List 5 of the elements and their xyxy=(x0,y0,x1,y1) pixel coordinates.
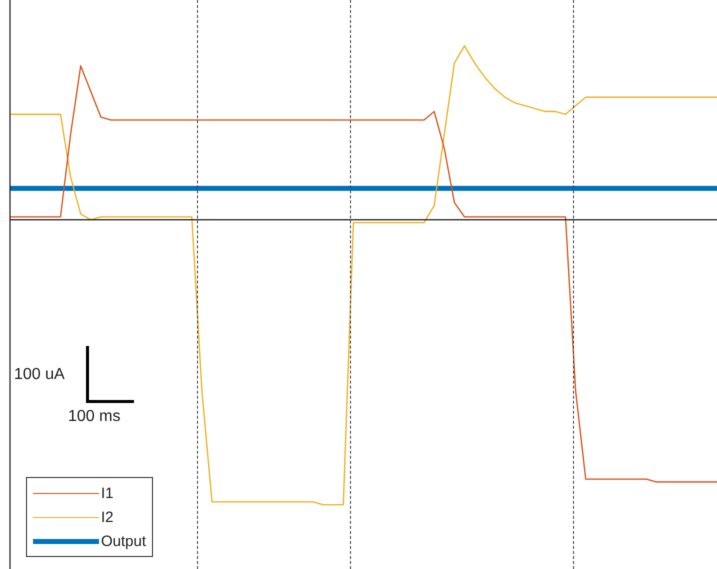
legend-label: I2 xyxy=(101,508,114,526)
legend-label: I1 xyxy=(101,484,114,502)
annotation: 100 uA xyxy=(14,366,65,384)
annotation: 100 ms xyxy=(68,408,120,426)
legend-label: Output xyxy=(101,532,146,550)
